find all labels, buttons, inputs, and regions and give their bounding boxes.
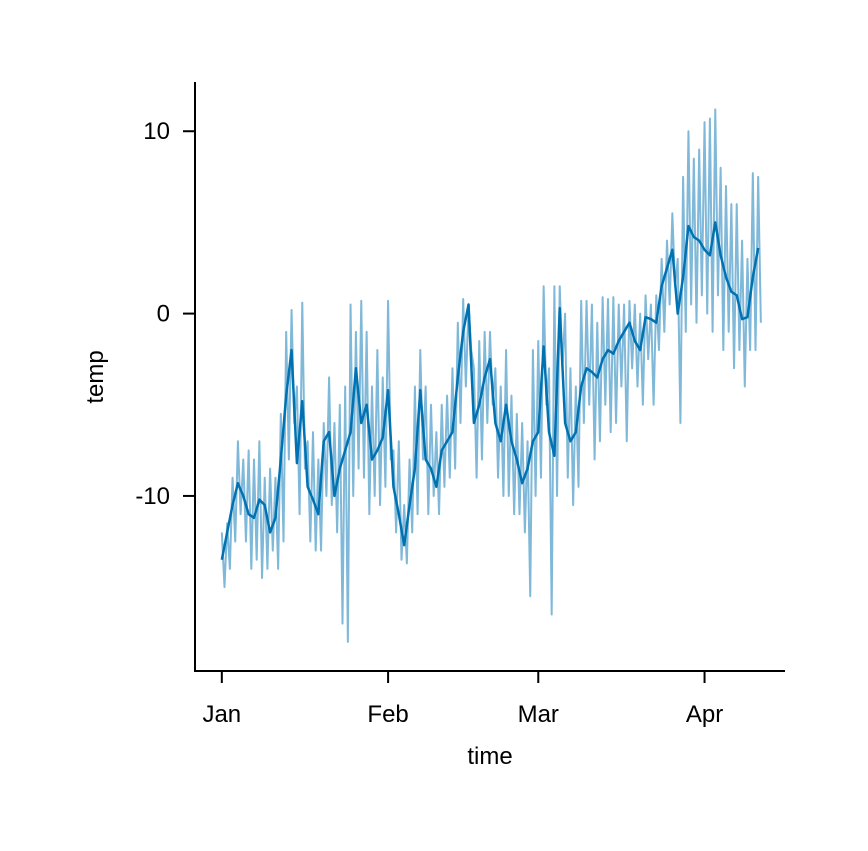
y-tick-label: 10 <box>143 118 170 145</box>
y-tick-label: -10 <box>135 483 170 510</box>
series-line <box>220 221 760 561</box>
y-tick-label: 0 <box>157 301 170 328</box>
x-tick-label: Jan <box>202 701 241 728</box>
x-axis-title: time <box>467 743 512 770</box>
x-tick-label: Apr <box>686 701 723 728</box>
x-tick-label: Feb <box>367 701 408 728</box>
y-axis-title: temp <box>82 350 109 403</box>
x-tick-label: Mar <box>518 701 559 728</box>
